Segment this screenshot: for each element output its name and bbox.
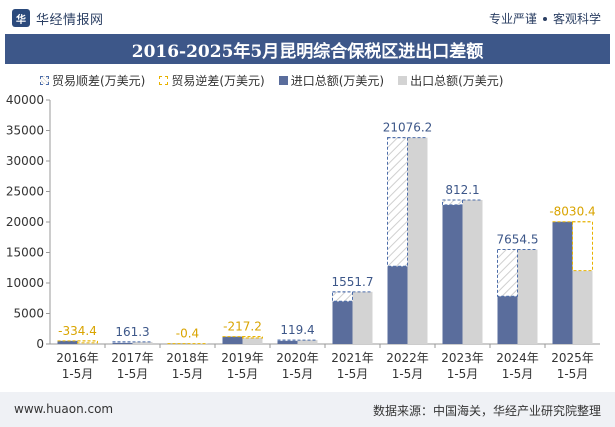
balance-label: -8030.4 [549, 205, 595, 219]
y-tick-label: 35000 [6, 124, 44, 138]
surplus-box [442, 199, 463, 206]
bar-import [332, 301, 353, 344]
legend-swatch-import [278, 76, 288, 85]
bar-import [387, 266, 408, 344]
bar-import [277, 340, 298, 344]
x-tick-label-period: 1-5月 [447, 367, 479, 381]
y-tick-label: 20000 [6, 215, 44, 229]
x-tick-label-year: 2018年 [166, 351, 209, 365]
x-tick-label-year: 2021年 [331, 351, 374, 365]
bar-import [222, 336, 243, 344]
footer-website[interactable]: www.huaon.com [14, 402, 114, 416]
surplus-box [497, 249, 518, 297]
legend-item-surplus[interactable]: 贸易顺差(万美元) [40, 72, 145, 89]
balance-label: -217.2 [223, 320, 262, 334]
brand[interactable]: 华 华经情报网 [12, 8, 104, 28]
x-tick-label-year: 2020年 [276, 351, 319, 365]
brand-logo-icon: 华 [12, 9, 30, 27]
x-tick-label-year: 2019年 [221, 351, 264, 365]
legend-item-export[interactable]: 出口总额(万美元) [398, 72, 504, 89]
x-tick-label-period: 1-5月 [502, 367, 534, 381]
bar-export [407, 137, 428, 344]
legend-swatch-surplus [40, 76, 49, 85]
bar-import [552, 221, 573, 344]
balance-label: -0.4 [176, 327, 199, 341]
balance-label: 7654.5 [497, 233, 539, 247]
balance-label: 812.1 [445, 183, 479, 197]
x-tick-label-period: 1-5月 [62, 367, 94, 381]
x-tick-label-year: 2024年 [496, 351, 539, 365]
bar-export [462, 199, 483, 344]
chart-title: 2016-2025年5月昆明综合保税区进出口差额 [5, 34, 610, 64]
x-tick-label-period: 1-5月 [227, 367, 259, 381]
bar-export [77, 342, 98, 344]
x-tick-label-year: 2023年 [441, 351, 484, 365]
y-tick-label: 15000 [6, 246, 44, 260]
slogan-right: 客观科学 [552, 12, 601, 26]
legend-label-import: 进口总额(万美元) [290, 74, 385, 88]
y-tick-label: 25000 [6, 185, 44, 199]
footer: www.huaon.com 数据来源：中国海关，华经产业研究院整理 [0, 392, 615, 427]
x-tick-label-year: 2016年 [56, 351, 99, 365]
legend-item-import[interactable]: 进口总额(万美元) [278, 72, 385, 89]
brand-name: 华经情报网 [36, 12, 104, 28]
x-tick-label-period: 1-5月 [172, 367, 204, 381]
x-tick-label-period: 1-5月 [557, 367, 589, 381]
y-tick-label: 0 [36, 337, 44, 351]
top-bar: 华 华经情报网 专业严谨 客观科学 [0, 0, 615, 34]
y-tick-label: 30000 [6, 154, 44, 168]
legend-swatch-deficit [159, 76, 169, 85]
bar-export [352, 291, 373, 344]
balance-label: -334.4 [58, 324, 97, 338]
slogan: 专业严谨 客观科学 [489, 10, 601, 27]
bar-import [112, 342, 133, 344]
legend-swatch-export [398, 76, 408, 85]
surplus-box [387, 137, 408, 267]
balance-label: 119.4 [280, 323, 314, 337]
surplus-box [332, 291, 353, 302]
legend-label-deficit: 贸易逆差(万美元) [171, 74, 265, 88]
balance-label: 21076.2 [383, 121, 433, 135]
dot-icon [542, 16, 547, 21]
x-tick-label-period: 1-5月 [282, 367, 314, 381]
bar-export [132, 341, 153, 344]
y-tick-label: 40000 [6, 93, 44, 107]
deficit-box [572, 221, 593, 272]
legend: 贸易顺差(万美元) 贸易逆差(万美元) 进口总额(万美元) 出口总额(万美元) [40, 72, 504, 89]
balance-label: 161.3 [115, 325, 149, 339]
bar-chart: 0 5000 10000 15000 20000 25000 30000 35000 40000… [6, 93, 600, 381]
bar-export [242, 337, 263, 344]
y-tick-label: 5000 [13, 307, 44, 321]
footer-source: 数据来源：中国海关，华经产业研究院整理 [372, 404, 601, 418]
x-tick-label-period: 1-5月 [392, 367, 424, 381]
x-tick-label-year: 2017年 [111, 351, 154, 365]
y-tick-label: 10000 [6, 276, 44, 290]
balance-label: 1551.7 [332, 275, 374, 289]
slogan-left: 专业严谨 [488, 12, 537, 26]
bar-export [517, 249, 538, 344]
legend-label-export: 出口总额(万美元) [410, 74, 504, 88]
bar-import [497, 296, 518, 344]
x-tick-label-year: 2022年 [386, 351, 429, 365]
x-tick-label-year: 2025年 [551, 351, 594, 365]
legend-label-surplus: 贸易顺差(万美元) [52, 74, 146, 88]
bar-import [57, 340, 78, 344]
x-tick-label-period: 1-5月 [337, 367, 369, 381]
x-tick-label-period: 1-5月 [117, 367, 149, 381]
legend-item-deficit[interactable]: 贸易逆差(万美元) [159, 72, 265, 89]
bar-export [297, 340, 318, 344]
bar-import [442, 204, 463, 344]
bar-export [572, 270, 593, 344]
